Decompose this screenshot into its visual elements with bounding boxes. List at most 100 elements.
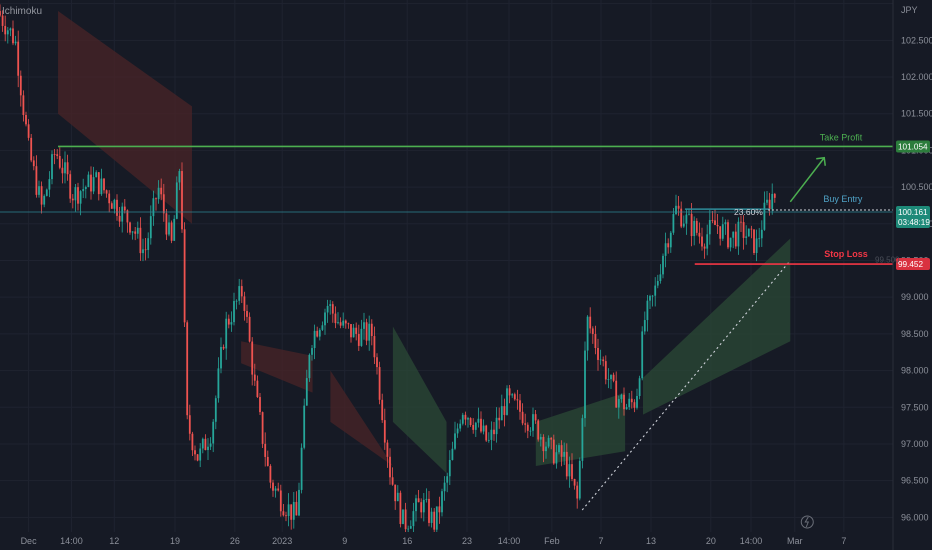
buy-entry-tag-text: 100.161 [898,208,928,217]
x-tick-label: 26 [230,536,240,546]
candle [222,346,225,349]
candle [623,394,625,410]
candle [123,206,126,211]
y-tick-label: 100.500 [901,182,932,192]
x-tick-label: 7 [598,536,603,546]
candle [474,422,477,430]
candle [118,215,121,222]
candle [188,415,191,434]
hidden-tick-label: 99.500 [875,255,900,264]
candle [79,191,82,204]
candle [615,380,618,408]
candle [131,231,134,233]
take-profit-arrow[interactable] [789,157,825,203]
candle [467,418,469,420]
candle [682,223,685,227]
candle [326,305,329,313]
candle [508,388,511,396]
candle [142,249,144,254]
candle [347,323,350,325]
candle [324,312,326,326]
trendline[interactable] [581,260,791,511]
candle [716,224,719,227]
candle [303,405,306,448]
candle [742,222,745,238]
candle [693,220,696,237]
ichimoku-cloud-bull [392,326,447,474]
candle [711,220,714,221]
candle [292,501,295,520]
candle [305,378,308,406]
candle [573,479,576,486]
buy-entry-tag[interactable] [896,205,930,228]
candle [443,482,446,492]
candle [48,179,51,190]
candle [14,41,17,44]
candle [90,174,92,192]
candle [545,446,547,452]
candle [129,222,131,233]
candle [649,296,651,301]
candle [477,418,480,423]
ichimoku-cloud-bull [535,392,626,466]
candle [417,498,420,503]
x-tick-label: 19 [170,536,180,546]
candle [490,429,493,440]
price-axis[interactable] [893,0,932,550]
candle [441,491,443,513]
candle [747,228,750,237]
candle [459,423,462,429]
candle [318,329,321,337]
candle [147,238,150,250]
x-tick-label: 23 [462,536,472,546]
candle [519,400,521,412]
candle [617,399,620,408]
candle [706,234,709,249]
y-tick-label: 96.000 [901,512,929,522]
candle [633,402,636,408]
candle [669,232,672,248]
candle [680,208,683,227]
candle [116,199,118,216]
candle [656,280,659,286]
candle [472,425,475,430]
candle [233,301,235,323]
candle [464,414,467,420]
x-tick-label: 16 [402,536,412,546]
candle [376,357,378,368]
indicator-label[interactable]: Ichimoku [2,6,43,17]
candle [12,28,14,44]
take-profit-tag-text: 101.054 [898,142,928,151]
candle [625,407,628,410]
stop-loss-tag[interactable] [896,258,930,271]
candle [357,333,360,346]
take-profit-tag[interactable] [896,140,930,153]
ichimoku-cloud-bear [241,341,313,393]
candle [277,488,280,491]
candle [38,186,40,195]
candle [251,341,254,375]
candle [248,316,251,342]
candle [485,425,488,441]
candle [547,437,550,447]
candle [56,154,59,156]
candle [355,327,358,334]
candle [643,320,646,332]
candle [493,429,495,435]
lightning-icon[interactable] [800,515,814,529]
candle [58,155,61,168]
candle [701,236,703,247]
candle [259,397,261,413]
candle [214,398,217,422]
candle [199,448,202,461]
x-tick-label: 14:00 [498,536,521,546]
candle [524,423,527,425]
candle [144,249,147,251]
time-axis[interactable] [0,532,932,550]
candle [396,492,399,502]
candle [32,160,35,167]
candle [61,167,64,174]
candle [581,418,584,461]
candle [272,482,274,491]
